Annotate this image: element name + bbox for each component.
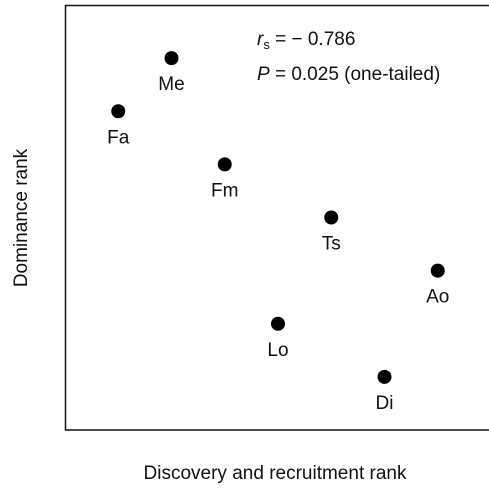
point xyxy=(217,157,232,172)
point xyxy=(111,104,126,119)
annotation-text: = 0.025 (one-tailed) xyxy=(270,64,441,85)
x-axis-label: Discovery and recruitment rank xyxy=(144,463,407,484)
point-label: Fa xyxy=(107,127,130,148)
point xyxy=(271,316,285,331)
point xyxy=(164,51,179,66)
point-label: Di xyxy=(376,393,394,414)
annotation: P = 0.025 (one-tailed) xyxy=(257,64,440,85)
point-label: Ao xyxy=(426,287,449,308)
annotation-symbol: P xyxy=(257,64,270,85)
point xyxy=(324,210,339,225)
point xyxy=(377,369,392,384)
annotation: rs = − 0.786 xyxy=(257,29,355,52)
plot-frame xyxy=(64,4,489,431)
annotation-symbol: r xyxy=(257,29,264,50)
annotation-subscript: s xyxy=(263,37,270,52)
point-label: Lo xyxy=(267,340,288,361)
annotation-text: = − 0.786 xyxy=(270,29,356,50)
y-axis-label: Dominance rank xyxy=(11,148,32,287)
point-label: Me xyxy=(158,74,184,95)
point-label: Ts xyxy=(322,234,341,255)
point-label: Fm xyxy=(211,180,238,201)
point xyxy=(430,263,445,278)
